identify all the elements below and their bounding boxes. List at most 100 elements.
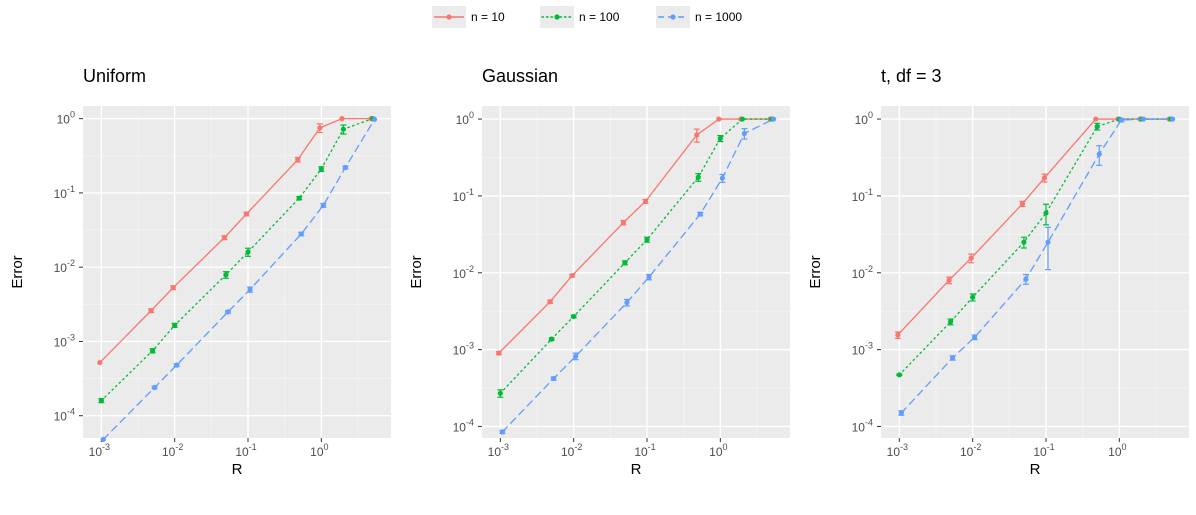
y-tick-label: 10-4 (453, 417, 474, 434)
x-tick-label: 10-1 (1033, 442, 1054, 459)
legend-item-n100: n = 100 (540, 4, 619, 30)
legend-key-n10 (432, 6, 466, 28)
x-tick-label: 100 (709, 442, 727, 459)
x-tick-label: 10-2 (561, 442, 582, 459)
data-point (719, 175, 725, 181)
x-axis-label: R (232, 461, 243, 478)
y-tick-label: 100 (456, 110, 474, 127)
legend-label-n10: n = 10 (471, 10, 505, 24)
data-point (98, 397, 104, 404)
data-point (342, 164, 349, 171)
data-point (895, 332, 901, 338)
chart-gaussian: 10-3 10-2 10-1 100 10-4 10-3 10-2 10-1 100 Gaussi… (408, 66, 790, 478)
data-point (318, 166, 324, 172)
data-point (97, 359, 103, 366)
chart-title: Uniform (83, 66, 146, 86)
data-point (1041, 175, 1048, 181)
data-point (170, 285, 176, 291)
data-point (697, 211, 703, 217)
data-point (741, 130, 748, 137)
data-point (298, 231, 304, 237)
data-point (149, 348, 156, 354)
data-point (243, 211, 250, 217)
data-point (1023, 276, 1029, 282)
y-axis-label: Error (408, 255, 425, 288)
series-line (100, 117, 374, 402)
data-point (547, 299, 553, 305)
panel-t-df3: 10-3 10-2 10-1 100 10-4 10-3 10-2 10-1 100 t, df … (798, 50, 1196, 510)
legend-key-n100 (540, 6, 574, 28)
data-point (571, 313, 577, 320)
data-point (646, 274, 652, 280)
data-point (1043, 210, 1049, 216)
chart-t-df3: 10-3 10-2 10-1 100 10-4 10-3 10-2 10-1 100 t, df … (807, 66, 1189, 478)
data-point (548, 336, 555, 342)
chart-title: Gaussian (482, 66, 558, 86)
data-point (622, 260, 628, 266)
x-tick-label: 10-3 (887, 442, 908, 459)
x-tick-label: 10-1 (235, 442, 256, 459)
panel-uniform: 10-3 10-2 10-1 100 10-4 10-3 10-2 10-1 100 Unifor… (0, 50, 398, 510)
data-point (949, 355, 956, 361)
data-point (624, 299, 630, 306)
legend: n = 10 n = 100 n = 1000 (0, 0, 1196, 34)
series-line (501, 118, 775, 433)
data-point (1169, 116, 1176, 122)
y-tick-label: 10-2 (453, 264, 474, 281)
y-tick-label: 10-2 (852, 264, 873, 281)
data-point (1140, 116, 1147, 122)
data-point (716, 116, 722, 122)
plot-background (881, 106, 1189, 438)
series-line (898, 118, 1172, 376)
data-point (694, 132, 700, 138)
data-point (573, 353, 579, 359)
data-point (1021, 239, 1027, 245)
data-point (1096, 151, 1102, 157)
legend-item-n10: n = 10 (432, 4, 505, 30)
y-tick-label: 10-1 (453, 187, 474, 204)
data-point (898, 410, 904, 416)
data-point (947, 319, 954, 325)
data-point (1118, 117, 1124, 123)
data-point (770, 116, 777, 122)
x-axis-label: R (1030, 461, 1041, 478)
data-point (245, 249, 251, 255)
plot-background (83, 106, 391, 438)
data-point (223, 272, 229, 278)
x-tick-label: 100 (310, 442, 328, 459)
x-tick-label: 10-2 (960, 442, 981, 459)
legend-key-n1000 (656, 6, 690, 28)
data-point (340, 126, 347, 132)
panel-gaussian: 10-3 10-2 10-1 100 10-4 10-3 10-2 10-1 100 Gaussi… (399, 50, 797, 510)
y-tick-label: 10-4 (54, 407, 75, 424)
data-point (1045, 239, 1051, 245)
data-point (151, 384, 158, 391)
data-point (620, 219, 627, 226)
y-axis-label: Error (807, 255, 824, 288)
data-point (247, 286, 253, 293)
y-tick-label: 10-2 (54, 258, 75, 275)
data-point (1093, 116, 1099, 122)
series-line (900, 118, 1174, 414)
data-point (644, 237, 650, 243)
legend-label-n1000: n = 1000 (695, 10, 743, 24)
chart-title: t, df = 3 (881, 66, 942, 86)
data-point (1019, 201, 1026, 207)
data-point (1094, 123, 1100, 130)
data-point (695, 174, 701, 180)
y-tick-label: 10-3 (453, 341, 474, 358)
y-axis-label: Error (9, 255, 26, 288)
data-point (497, 390, 503, 396)
data-point (968, 255, 974, 261)
x-tick-label: 10-2 (162, 442, 183, 459)
data-point (896, 372, 902, 378)
y-tick-label: 100 (855, 110, 873, 127)
x-tick-label: 10-3 (488, 442, 509, 459)
data-point (717, 135, 723, 142)
data-point (225, 309, 231, 315)
legend-item-n1000: n = 1000 (656, 4, 742, 30)
data-point (295, 157, 301, 163)
x-tick-label: 10-1 (634, 442, 655, 459)
data-point (172, 322, 178, 328)
data-point (339, 116, 345, 122)
